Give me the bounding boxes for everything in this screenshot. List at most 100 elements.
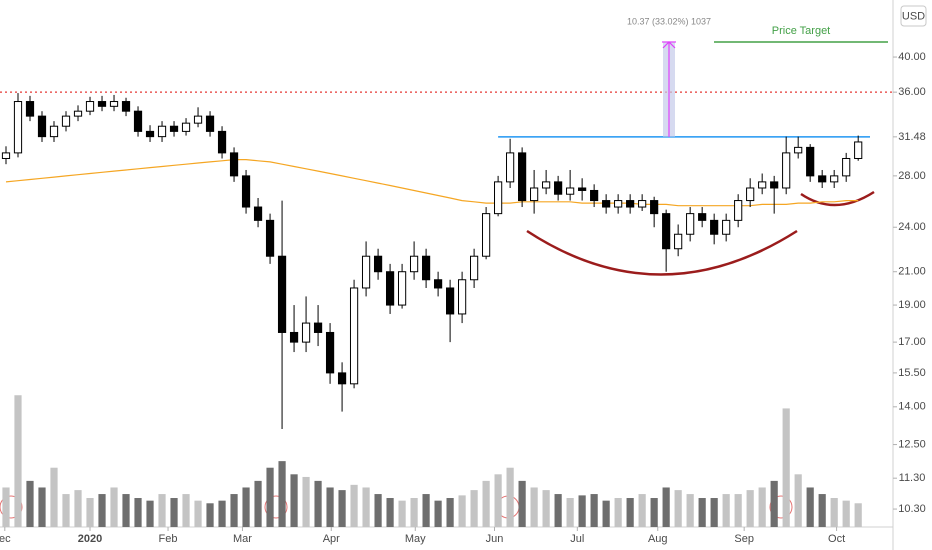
volume-bar: [842, 500, 850, 527]
candle-body: [253, 206, 263, 221]
volume-bar: [494, 474, 502, 527]
candle-body: [145, 130, 155, 138]
x-tick-label: Jun: [486, 533, 504, 545]
candle-body: [722, 219, 731, 235]
x-tick-label: Mar: [233, 533, 252, 545]
candle-body: [830, 175, 839, 183]
volume-bar: [662, 487, 670, 527]
volume-bar: [806, 487, 814, 527]
volume-bar: [14, 395, 22, 527]
volume-bar: [614, 498, 622, 527]
candle-body: [73, 110, 83, 117]
moving-average: [5, 159, 859, 207]
candle-body: [229, 152, 239, 177]
volume-bar: [578, 495, 586, 527]
volume-bar: [830, 498, 838, 527]
y-tick-label: 10.30: [898, 503, 926, 515]
volume-bar: [530, 487, 538, 527]
volume-bar: [38, 487, 46, 527]
candle-body: [818, 175, 827, 183]
y-tick-label: 17.00: [898, 336, 926, 348]
volume-bar: [590, 494, 598, 527]
x-tick-label: 2020: [78, 533, 102, 545]
candles: [1, 93, 863, 429]
candle-body: [650, 200, 659, 215]
x-tick-label: Sep: [734, 533, 754, 545]
y-tick-label: 14.00: [898, 401, 926, 413]
cup-curve: [526, 229, 798, 276]
volume-bar: [386, 498, 394, 527]
volume-bar: [482, 480, 490, 527]
y-tick-label: 21.00: [898, 266, 926, 278]
volume-bar: [626, 498, 634, 527]
candle-body: [61, 115, 71, 127]
y-tick-label: 36.00: [898, 86, 926, 98]
y-tick-label: 40.00: [898, 51, 926, 63]
volume-bar: [710, 498, 718, 527]
volume-bar: [350, 484, 358, 527]
candle-body: [626, 200, 635, 208]
y-tick-label: 11.30: [899, 472, 926, 484]
volume-bar: [134, 498, 142, 527]
volume-bar: [254, 480, 262, 527]
currency-box[interactable]: [900, 5, 927, 27]
candle-body: [361, 255, 371, 289]
candle-body: [13, 101, 23, 154]
candle-body: [289, 331, 299, 343]
candle-body: [397, 271, 407, 306]
volume-bar: [218, 500, 226, 527]
measure-label: 10.37 (33.02%) 1037: [627, 16, 711, 26]
volume-bar: [338, 490, 346, 527]
candle-body: [37, 115, 47, 138]
volume-bar: [278, 461, 286, 527]
volume-bar: [638, 494, 646, 527]
candle-body: [217, 130, 227, 154]
volume-bar: [410, 498, 418, 527]
volume-bar: [146, 500, 154, 527]
candle-body: [421, 255, 431, 281]
candle-body: [121, 101, 131, 112]
candle-body: [638, 200, 647, 208]
candle-body: [614, 200, 623, 208]
volume-bar: [26, 480, 34, 527]
volume-bar: [206, 503, 214, 527]
volume-bar: [362, 487, 370, 527]
candle-body: [746, 187, 755, 202]
volume-bar: [290, 474, 298, 527]
candle-body: [373, 255, 383, 273]
volume-bar: [242, 487, 250, 527]
volume-bar: [374, 494, 382, 527]
volume-bar: [782, 408, 790, 527]
x-tick-label: Oct: [828, 533, 845, 545]
candle-body: [265, 219, 275, 257]
volume-bar: [470, 490, 478, 527]
currency[interactable]: USD: [902, 10, 925, 22]
candle-body: [530, 187, 539, 202]
candle-body: [806, 146, 815, 177]
y-tick-label: 12.50: [898, 438, 926, 450]
volume-bar: [746, 490, 754, 527]
volume-bar: [698, 498, 706, 527]
volume-bar: [170, 498, 178, 527]
candle-body: [494, 181, 503, 215]
candle-body: [193, 115, 203, 124]
candle-body: [157, 125, 167, 138]
candle-body: [794, 146, 803, 154]
volume-bar: [2, 487, 10, 527]
candle-body: [97, 101, 107, 107]
y-tick-label: 28.00: [898, 170, 926, 182]
candle-body: [782, 152, 791, 189]
candle-body: [578, 187, 587, 191]
volume-bar: [554, 494, 562, 527]
candle-body: [662, 213, 671, 250]
volume-bar: [62, 494, 70, 527]
volume-bar: [818, 494, 826, 527]
volume-bar: [422, 494, 430, 527]
price-target-label: Price Target: [772, 25, 831, 37]
candle-body: [470, 255, 479, 281]
candle-body: [698, 213, 707, 221]
volume-bar: [686, 494, 694, 527]
candle-body: [758, 181, 767, 189]
